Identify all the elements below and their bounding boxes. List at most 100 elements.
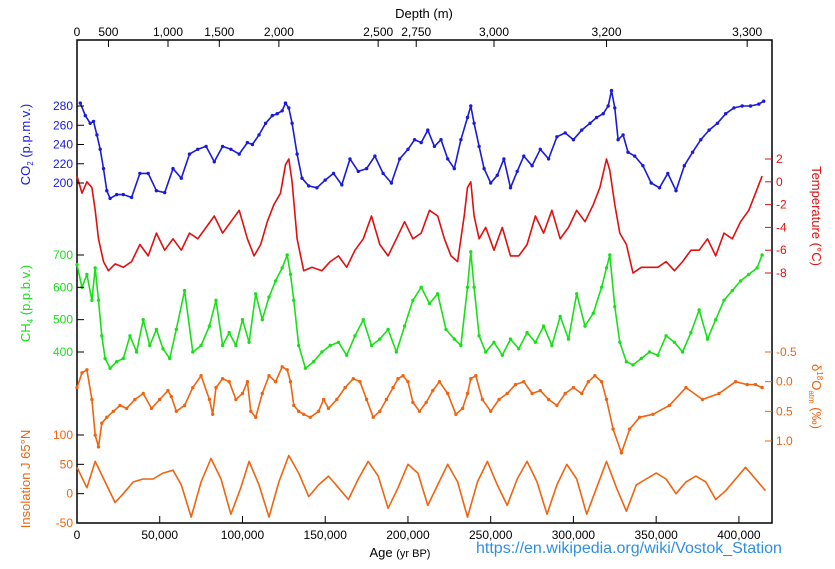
ch4-point	[624, 360, 629, 364]
ch4-point	[247, 340, 251, 344]
co2-point	[465, 115, 470, 120]
co2-point	[419, 140, 423, 145]
co2-point	[432, 144, 437, 149]
age-x-tick-label: 100,000	[221, 528, 265, 542]
co2-point	[412, 138, 417, 142]
co2-point	[220, 144, 225, 149]
co2-point	[91, 119, 96, 124]
18oatm-point	[100, 421, 104, 425]
temperature-y-axis: 2 0 -2 -4 -6 -8	[765, 152, 787, 280]
18oatm-point	[599, 380, 604, 384]
18oatm-point	[480, 397, 485, 402]
ch4-point	[444, 327, 448, 332]
co2-y-tick-label: 280	[53, 99, 73, 113]
ch4-point	[469, 250, 473, 254]
co2-point	[757, 102, 761, 106]
co2-point	[280, 109, 284, 113]
co2-point	[101, 166, 106, 171]
ch4-point	[254, 292, 258, 296]
temperature-y-tick-label: 0	[776, 175, 783, 189]
age-x-tick-label: 350,000	[634, 528, 678, 542]
ch4-point	[141, 318, 145, 322]
18oatm-point	[260, 391, 264, 396]
18oatm-point	[158, 397, 162, 402]
co2-point	[601, 112, 605, 116]
co2-point	[348, 157, 352, 161]
ch4-point	[103, 356, 107, 361]
18oatm-point	[93, 433, 97, 437]
age-x-tick-label: 0	[74, 528, 81, 542]
18oatm-point	[335, 397, 339, 402]
ch4-point	[566, 337, 571, 341]
temperature-y-tick-label: -4	[776, 220, 787, 234]
ch4-point	[459, 343, 463, 348]
insolation-j-65-n-axis-label: Insolation J 65°N	[18, 430, 33, 528]
18oatm-point	[214, 385, 218, 390]
ch4-point	[154, 327, 159, 332]
18oatm-point	[424, 400, 428, 405]
18oatm-point	[297, 409, 301, 413]
18oatm-point	[684, 385, 688, 390]
ch4-point	[161, 347, 165, 351]
18oatm-point	[593, 374, 597, 378]
18oatm-point	[249, 409, 253, 413]
co2-point	[315, 186, 319, 190]
ch4-series	[75, 250, 764, 370]
18oatm-point	[105, 415, 109, 419]
ch4-point	[508, 337, 513, 341]
age-x-axis: 0 50,000 100,000 150,000 200,000 250,000 300,0…	[74, 516, 761, 542]
18oatm-point	[513, 382, 518, 387]
co2-point	[682, 164, 686, 168]
ch4-point	[525, 330, 529, 335]
ch4-point	[227, 330, 231, 335]
ch4-point	[369, 343, 374, 348]
ch4-point	[240, 318, 245, 322]
co2-point	[146, 171, 150, 176]
co2-point	[606, 104, 610, 108]
18oatm-point	[571, 385, 576, 390]
18oatm-point	[489, 409, 493, 413]
18oatm-point	[555, 403, 559, 408]
18oatm-point	[308, 415, 312, 419]
co2-point	[287, 106, 291, 110]
18oatm-point	[174, 409, 178, 413]
18oatm-point	[437, 380, 442, 384]
co2-point	[649, 181, 653, 185]
co2-point	[98, 147, 102, 151]
ch4-point	[492, 340, 496, 344]
co2-point	[171, 166, 175, 171]
temperature-axis-label: Temperature (°C)	[809, 166, 824, 266]
co2-point	[594, 115, 599, 120]
axes-layer: 20022024026028020-2-4-6-8400500600700-0.…	[53, 25, 797, 542]
18oatm-point	[522, 380, 526, 384]
series-layer	[75, 88, 767, 518]
18oatm-y-axis: -0.5 0.0 0.5 1.0	[765, 345, 797, 448]
source-link[interactable]: https://en.wikipedia.org/wiki/Vostok_Sta…	[476, 540, 782, 557]
18oatm-point	[199, 374, 203, 378]
18oatm-point	[406, 380, 410, 384]
ch4-point	[639, 356, 643, 361]
18oatm-point	[302, 412, 306, 416]
co2-point	[154, 189, 159, 193]
insolation-j-65-n-y-axis: -50 0 50 100	[53, 428, 84, 530]
18oatm-point	[465, 391, 470, 396]
ch4-point	[402, 324, 407, 328]
co2-point	[613, 106, 617, 110]
co2-y-tick-label: 240	[53, 138, 73, 152]
18oatm-point	[240, 391, 245, 396]
ch4-point	[500, 353, 504, 357]
co2-point	[732, 106, 736, 110]
ch4-point	[353, 334, 357, 338]
co2-point	[163, 190, 167, 195]
depth-x-tick-label: 1,500	[204, 25, 234, 39]
co2-point	[381, 171, 385, 176]
co2-point	[546, 157, 551, 161]
ch4-point	[436, 292, 440, 296]
18oatm-point	[292, 403, 296, 408]
co2-point	[270, 113, 274, 118]
18oatm-point	[505, 391, 509, 396]
18oatm-point	[474, 374, 478, 378]
co2-point	[406, 147, 410, 151]
ch4-axis-label: CH4 (p.p.b.v.)	[18, 265, 35, 342]
